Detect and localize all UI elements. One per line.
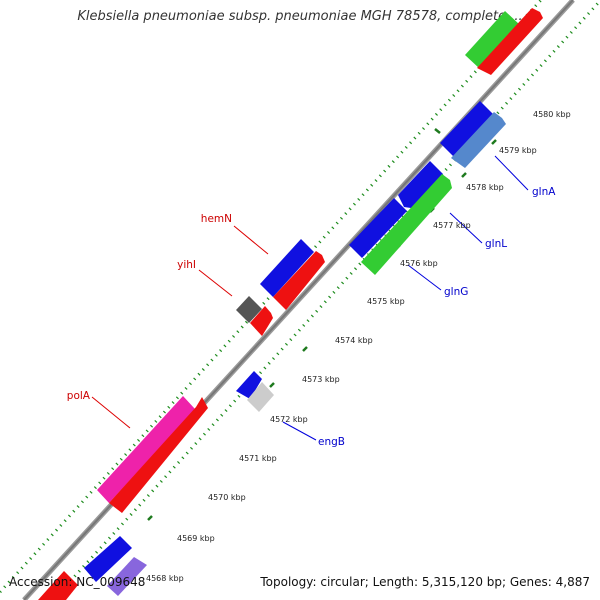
label-hemN: hemN xyxy=(201,213,232,225)
scale-label: 4576 kbp xyxy=(400,259,438,268)
gene-polA[interactable] xyxy=(97,396,208,513)
scale-label: 4574 kbp xyxy=(335,336,373,345)
genome-summary-text: Topology: circular; Length: 5,315,120 bp… xyxy=(260,575,590,589)
label-glnG: glnG xyxy=(444,286,468,298)
gene-bottom-left-blue[interactable] xyxy=(84,536,132,582)
leaders-top xyxy=(91,225,269,429)
scale-label: 4568 kbp xyxy=(146,574,184,583)
label-yihI: yihI xyxy=(177,259,196,271)
label-polA: polA xyxy=(67,390,91,402)
gene-engB[interactable] xyxy=(236,371,274,412)
accession-text: Accession: NC_009648 xyxy=(9,575,146,589)
gene-yihI[interactable] xyxy=(236,296,273,336)
gene-bottom-lavender[interactable] xyxy=(107,557,147,596)
gene-glnG[interactable] xyxy=(349,174,452,275)
scale-label: 4571 kbp xyxy=(239,454,277,463)
gene-glnA[interactable] xyxy=(440,101,506,168)
scale-label: 4569 kbp xyxy=(177,534,215,543)
tick-ring-bottom xyxy=(51,0,600,600)
scale-label: 4580 kbp xyxy=(533,110,571,119)
scale-labels: 4568 kbp 4569 kbp 4570 kbp 4571 kbp 4572… xyxy=(146,110,571,583)
scale-label: 4572 kbp xyxy=(270,415,308,424)
scale-label: 4578 kbp xyxy=(466,183,504,192)
label-glnA: glnA xyxy=(532,186,556,198)
gene-top-right-red[interactable] xyxy=(477,8,543,75)
scale-label: 4577 kbp xyxy=(433,221,471,230)
scale-label: 4573 kbp xyxy=(302,375,340,384)
gene-hemN[interactable] xyxy=(260,239,325,310)
label-glnL: glnL xyxy=(485,238,507,250)
map-title: Klebsiella pneumoniae subsp. pneumoniae … xyxy=(77,9,523,24)
scale-label: 4575 kbp xyxy=(367,297,405,306)
backbone xyxy=(22,0,575,600)
gene-top-right-green[interactable] xyxy=(465,11,520,69)
gene-glnL[interactable] xyxy=(398,161,443,208)
scale-label: 4579 kbp xyxy=(499,146,537,155)
gene-labels: hemN yihI polA glnA glnL glnG engB xyxy=(67,186,556,448)
leaders-bottom xyxy=(282,155,529,441)
scale-label: 4570 kbp xyxy=(208,493,246,502)
label-engB: engB xyxy=(318,436,345,448)
gene-bottom-left-red[interactable] xyxy=(38,571,78,600)
